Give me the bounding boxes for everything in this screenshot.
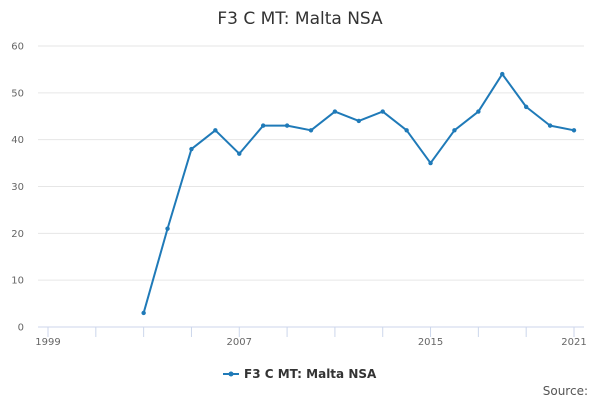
data-point [284,123,290,128]
data-point [237,151,242,156]
y-tick-label: 40 [11,135,24,146]
axis-layer: 0 10 20 30 40 50 60 1999 2007 2015 2021 [11,42,586,349]
x-tick-label: 2007 [227,337,252,348]
legend-series-label: F3 C MT: Malta NSA [244,367,377,381]
y-tick-label: 0 [18,323,24,334]
legend-series-marker [228,371,234,377]
x-tick-label: 2015 [418,337,443,348]
series-layer [141,71,577,316]
legend[interactable]: F3 C MT: Malta NSA [223,367,377,381]
data-point [308,128,314,133]
data-point [523,104,529,110]
data-point [571,128,577,133]
data-point [428,160,433,166]
data-point [260,123,266,128]
data-point [356,118,362,124]
series-line [142,73,575,314]
y-tick-label: 20 [11,229,24,240]
data-point [332,109,338,114]
data-point [452,128,457,133]
data-point [404,128,409,133]
data-point [380,109,385,114]
data-point [189,146,194,152]
data-point [213,128,218,133]
source-label: Source: [543,384,588,398]
chart-title: F3 C MT: Malta NSA [217,9,383,29]
data-point [141,310,146,316]
y-tick-label: 30 [11,182,24,193]
x-tick-label: 2021 [561,337,586,348]
x-tick-label: 1999 [35,337,60,348]
grid-layer [38,45,584,281]
y-tick-label: 50 [11,88,24,99]
data-point [500,71,505,77]
y-tick-label: 60 [11,42,24,53]
data-point [547,123,553,128]
data-point [476,109,481,114]
data-point [165,226,170,231]
y-tick-label: 10 [11,276,24,287]
